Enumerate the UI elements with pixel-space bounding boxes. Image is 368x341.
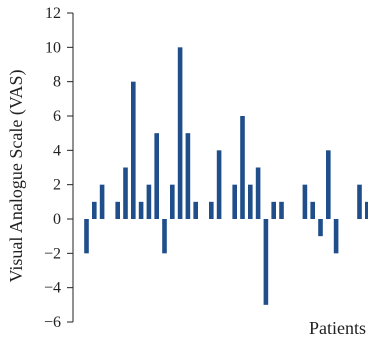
y-tick-label: 12	[45, 5, 61, 22]
y-tick-label: 2	[53, 177, 61, 194]
bar-patient-22	[248, 184, 253, 219]
y-tick-label: 4	[53, 142, 61, 159]
y-tick-label: 10	[45, 39, 61, 56]
bars	[84, 47, 368, 305]
bar-patient-14	[185, 133, 191, 219]
y-tick-label: 0	[53, 211, 61, 228]
bar-patient-15	[193, 201, 198, 219]
bar-patient-10	[154, 133, 159, 219]
bar-patient-24	[263, 219, 269, 305]
y-tick-label: −6	[44, 314, 61, 331]
bar-patient-32	[326, 150, 331, 219]
bar-patient-13	[177, 47, 183, 219]
bar-patient-33	[333, 219, 339, 254]
bar-patient-8	[138, 201, 144, 219]
bar-patient-21	[240, 116, 245, 219]
bar-patient-25	[271, 201, 276, 219]
bar-patient-23	[255, 167, 261, 219]
y-axis-label: Visual Analogue Scale (VAS)	[6, 69, 27, 282]
x-axis-label: Patients	[309, 318, 366, 338]
bar-patient-20	[232, 184, 237, 219]
bar-patient-18	[216, 150, 222, 219]
bar-patient-3	[99, 184, 105, 219]
bar-patient-2	[92, 201, 97, 219]
bar-patient-26	[279, 201, 284, 219]
bar-patient-17	[209, 201, 214, 219]
y-tick-label: 8	[53, 74, 61, 91]
bar-patient-29	[302, 184, 308, 219]
bar-patient-6	[123, 167, 128, 219]
bar-patient-12	[170, 184, 175, 219]
bar-patient-30	[310, 201, 315, 219]
bar-patient-5	[115, 201, 120, 219]
bar-patient-7	[131, 81, 136, 219]
bar-patient-31	[318, 219, 323, 237]
bar-patient-9	[146, 184, 152, 219]
bar-patient-36	[357, 184, 362, 219]
y-tick-label: −4	[44, 280, 61, 297]
y-tick-label: −2	[44, 245, 61, 262]
bar-patient-1	[84, 219, 89, 254]
bar-patient-11	[162, 219, 167, 254]
y-ticks: 12 10 8 6 4 2 0 −2 −4 −6	[44, 5, 73, 331]
bar-patient-37	[365, 201, 368, 219]
y-tick-label: 6	[53, 108, 61, 125]
